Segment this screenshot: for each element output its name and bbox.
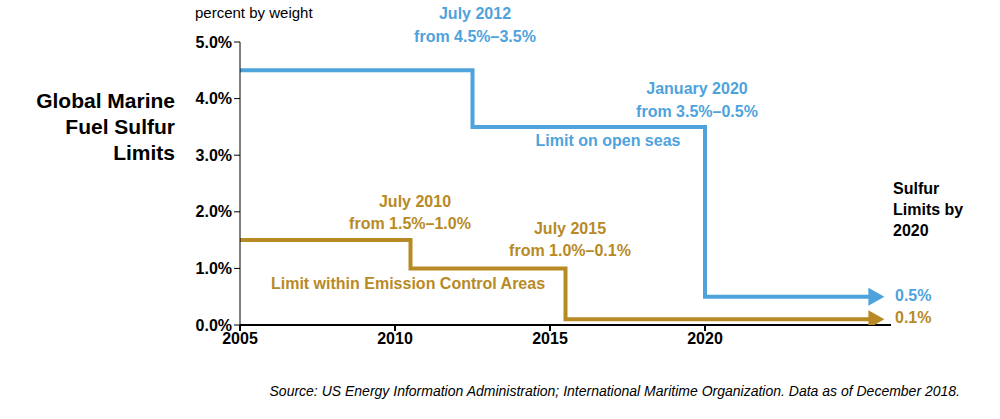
html-text:from 1.0%–0.1%: from 1.0%–0.1% (509, 242, 631, 259)
svg-text:2.0%: 2.0% (196, 203, 232, 220)
svg-text:3.0%: 3.0% (196, 147, 232, 164)
html-text:Source: US Energy Information: Source: US Energy Information Administra… (269, 383, 960, 399)
html-text:July 2010: July 2010 (379, 193, 451, 210)
html-text:0.5%: 0.5% (895, 287, 932, 304)
html-text:from 1.5%–1.0%: from 1.5%–1.0% (349, 215, 471, 232)
svg-text:0.0%: 0.0% (196, 317, 232, 334)
svg-text:4.0%: 4.0% (196, 90, 232, 107)
html-text:percent by weight: percent by weight (195, 4, 313, 21)
svg-text:1.0%: 1.0% (196, 260, 232, 277)
html-text:Limit on open seas: Limit on open seas (535, 132, 681, 149)
html-text:Limit within Emission Control: Limit within Emission Control Areas (270, 275, 546, 292)
html-text:0.1%: 0.1% (895, 309, 932, 326)
svg-text:2010: 2010 (377, 330, 413, 347)
svg-text:5.0%: 5.0% (196, 34, 232, 51)
html-text:July 2012: July 2012 (439, 5, 511, 22)
html-text:from 4.5%–3.5%: from 4.5%–3.5% (414, 28, 536, 45)
svg-text:2020: 2020 (687, 330, 723, 347)
svg-text:2005: 2005 (222, 330, 258, 348)
html-text:Global Marine Fuel Sulfur Limi: Global Marine Fuel Sulfur Limits (36, 89, 175, 164)
html-text:July 2015: July 2015 (534, 220, 606, 237)
html-text:Sulfur Limits by 2020: Sulfur Limits by 2020 (893, 180, 964, 239)
html-text:from 3.5%–0.5%: from 3.5%–0.5% (636, 103, 758, 120)
html-text:January 2020: January 2020 (646, 80, 748, 97)
svg-text:2015: 2015 (532, 330, 568, 347)
